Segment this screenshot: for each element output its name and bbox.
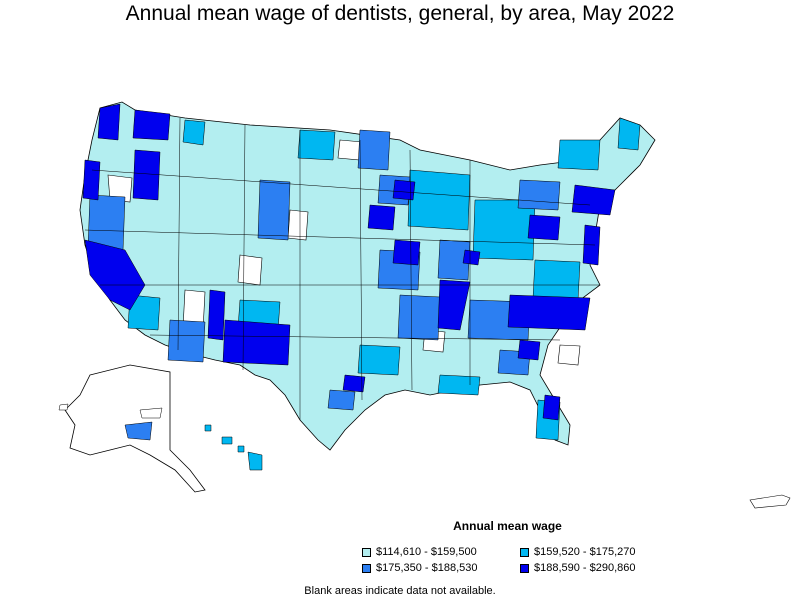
legend-swatch-dark (520, 563, 529, 573)
map-title: Annual mean wage of dentists, general, b… (125, 2, 675, 25)
hawaii (204, 424, 263, 471)
state-boundaries (84, 117, 600, 420)
legend-swatch-light (362, 547, 371, 557)
legend-label-medium: $159,520 - $175,270 (534, 546, 636, 558)
legend-label-mid-dark: $175,350 - $188,530 (376, 562, 478, 574)
legend-title: Annual mean wage (453, 519, 562, 533)
alaska (58, 364, 206, 493)
legend-item-medium: $159,520 - $175,270 (520, 546, 636, 558)
legend-item-dark: $188,590 - $290,860 (520, 562, 636, 574)
tier-medium-regions (127, 117, 641, 441)
legend-item-mid-dark: $175,350 - $188,530 (362, 562, 478, 574)
legend-swatch-mid-dark (362, 563, 371, 573)
puerto-rico (749, 494, 791, 509)
tier-dark-regions (82, 103, 616, 421)
legend-swatch-medium (520, 547, 529, 557)
legend-label-light: $114,610 - $159,500 (376, 546, 477, 558)
blank-areas-note: Blank areas indicate data not available. (304, 585, 496, 597)
legend-item-light: $114,610 - $159,500 (362, 546, 477, 558)
legend-label-dark: $188,590 - $290,860 (534, 562, 636, 574)
